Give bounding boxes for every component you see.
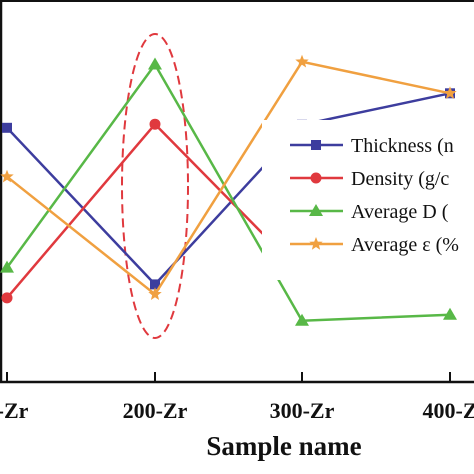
legend: Thickness (n Density (g/c Average D ( Avera… [262, 120, 474, 280]
x-tick-label: 0-Zr [0, 398, 29, 423]
data-point [148, 287, 162, 300]
legend-label: Average D ( [351, 201, 449, 223]
x-tick-labels: 0-Zr 200-Zr 300-Zr 400-Z [0, 398, 474, 423]
data-point [2, 122, 12, 133]
legend-label: Density (g/c [351, 168, 449, 190]
data-point [0, 169, 14, 183]
x-axis-title: Sample name [206, 431, 361, 461]
series-star [0, 54, 457, 300]
legend-background [262, 120, 474, 280]
x-tick-label: 300-Zr [270, 398, 335, 423]
legend-marker [309, 204, 323, 216]
data-point [150, 279, 160, 290]
data-point [443, 307, 457, 320]
data-point [149, 118, 161, 130]
data-point [295, 54, 309, 68]
x-ticks [6, 372, 451, 382]
legend-label: Average ε (% [351, 234, 459, 256]
data-point [295, 313, 309, 326]
x-tick-label: 400-Z [423, 398, 474, 423]
series-line [5, 62, 451, 322]
data-point [148, 57, 162, 70]
series-triangle [0, 57, 457, 326]
data-point [443, 86, 457, 99]
highlight-ellipse [121, 33, 189, 339]
legend-marker [310, 172, 322, 184]
series-line [6, 60, 451, 297]
data-point [0, 260, 14, 273]
series-line [6, 92, 451, 287]
x-tick-label: 200-Zr [123, 398, 188, 423]
legend-label: Thickness (n [351, 135, 454, 157]
legend-marker [311, 140, 321, 150]
data-point [1, 292, 13, 304]
legend-marker [309, 237, 323, 250]
